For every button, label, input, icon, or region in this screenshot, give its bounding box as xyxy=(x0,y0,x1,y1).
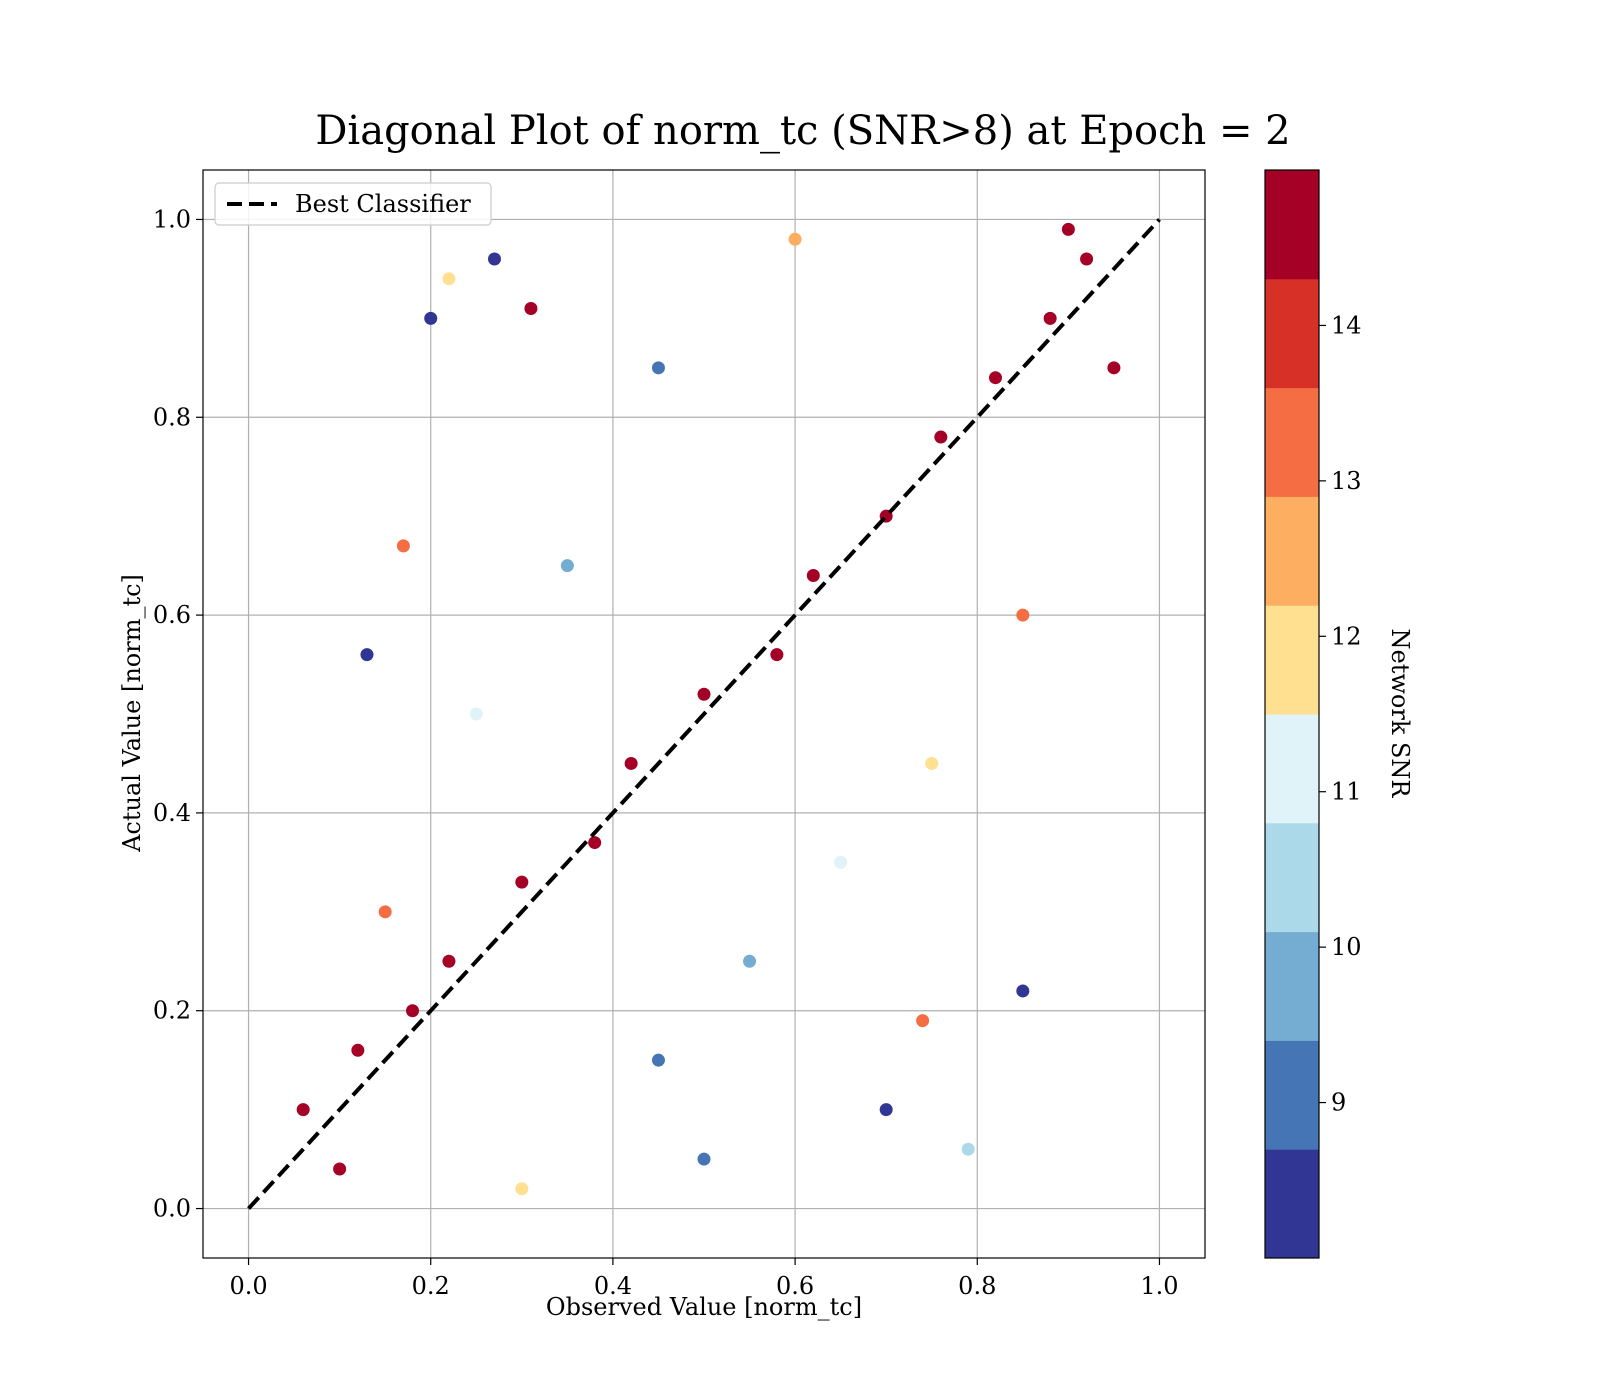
y-tick-label: 1.0 xyxy=(153,205,191,233)
colorbar-tick-label: 13 xyxy=(1331,467,1362,495)
data-point xyxy=(988,371,1002,385)
x-axis-label: Observed Value [norm_tc] xyxy=(546,1293,862,1321)
colorbar-bin xyxy=(1265,387,1319,497)
y-tick-label: 0.2 xyxy=(153,997,191,1025)
y-tick-label: 0.6 xyxy=(153,601,191,629)
data-point xyxy=(834,855,848,869)
data-point xyxy=(487,252,501,266)
colorbar-bin xyxy=(1265,1149,1319,1259)
y-tick-label: 0.0 xyxy=(153,1195,191,1223)
colorbar-bin xyxy=(1265,822,1319,933)
colorbar-bin xyxy=(1265,278,1319,389)
colorbar-tick-label: 9 xyxy=(1331,1089,1346,1117)
colorbar-bin xyxy=(1265,931,1319,1041)
chart-title: Diagonal Plot of norm_tc (SNR>8) at Epoc… xyxy=(315,108,1290,154)
colorbar-tick-label: 10 xyxy=(1331,933,1362,961)
data-point xyxy=(806,569,820,583)
data-point xyxy=(296,1103,310,1117)
x-axis-ticks: 0.0 0.2 0.4 0.6 0.8 1.0 xyxy=(229,1258,1179,1300)
scatter-points xyxy=(296,222,1121,1196)
data-point xyxy=(624,756,638,770)
data-point xyxy=(515,1182,529,1196)
data-point xyxy=(442,272,456,286)
colorbar xyxy=(1265,170,1319,1259)
x-tick-label: 1.0 xyxy=(1140,1272,1178,1300)
colorbar-bin xyxy=(1265,714,1319,824)
x-tick-label: 0.8 xyxy=(958,1272,996,1300)
data-point xyxy=(1107,361,1121,375)
colorbar-bin xyxy=(1265,496,1319,606)
data-point xyxy=(788,232,802,246)
y-tick-label: 0.4 xyxy=(153,799,191,827)
x-tick-label: 0.2 xyxy=(412,1272,450,1300)
data-point xyxy=(424,311,438,325)
data-point xyxy=(770,648,784,662)
colorbar-bin xyxy=(1265,1040,1319,1150)
colorbar-tick-label: 12 xyxy=(1331,622,1362,650)
colorbar-frame xyxy=(1264,169,1320,1259)
data-point xyxy=(406,1004,420,1018)
best-classifier-line xyxy=(247,218,1161,1210)
x-tick-label: 0.6 xyxy=(776,1272,814,1300)
data-point xyxy=(560,559,574,573)
data-point xyxy=(916,1014,930,1028)
data-point xyxy=(351,1043,365,1057)
y-axis-label: Actual Value [norm_tc] xyxy=(118,574,146,853)
data-point xyxy=(743,954,757,968)
data-point xyxy=(515,875,529,889)
data-point xyxy=(879,1103,893,1117)
x-tick-label: 0.0 xyxy=(229,1272,267,1300)
grid-lines xyxy=(203,170,1205,1258)
y-tick-label: 0.8 xyxy=(153,403,191,431)
data-point xyxy=(651,1053,665,1067)
y-axis-ticks: 0.0 0.2 0.4 0.6 0.8 1.0 xyxy=(153,205,203,1223)
colorbar-label: Network SNR xyxy=(1386,629,1414,799)
data-point xyxy=(1080,252,1094,266)
data-point xyxy=(697,1152,711,1166)
data-point xyxy=(651,361,665,375)
data-point xyxy=(1016,608,1030,622)
data-point xyxy=(588,836,602,850)
colorbar-tick-label: 14 xyxy=(1331,311,1362,339)
data-point xyxy=(1016,984,1030,998)
data-point xyxy=(1043,311,1057,325)
plot-frame xyxy=(202,169,1206,1259)
colorbar-ticks: 9 10 11 12 13 14 xyxy=(1319,311,1362,1117)
colorbar-tick-label: 11 xyxy=(1331,778,1362,806)
colorbar-bin xyxy=(1265,170,1319,280)
data-point xyxy=(524,301,538,315)
colorbar-bin xyxy=(1265,605,1319,715)
legend: Best Classifier xyxy=(214,182,492,226)
data-point xyxy=(333,1162,347,1176)
data-point xyxy=(378,905,392,919)
data-point xyxy=(360,648,374,662)
data-point xyxy=(442,954,456,968)
data-point xyxy=(925,756,939,770)
x-tick-label: 0.4 xyxy=(594,1272,632,1300)
data-point xyxy=(697,687,711,701)
legend-label-best-classifier: Best Classifier xyxy=(295,190,471,218)
data-point xyxy=(396,539,410,553)
data-point xyxy=(961,1142,975,1156)
data-point xyxy=(934,430,948,444)
data-point xyxy=(469,707,483,721)
data-point xyxy=(1061,222,1075,236)
legend-box xyxy=(214,182,492,226)
